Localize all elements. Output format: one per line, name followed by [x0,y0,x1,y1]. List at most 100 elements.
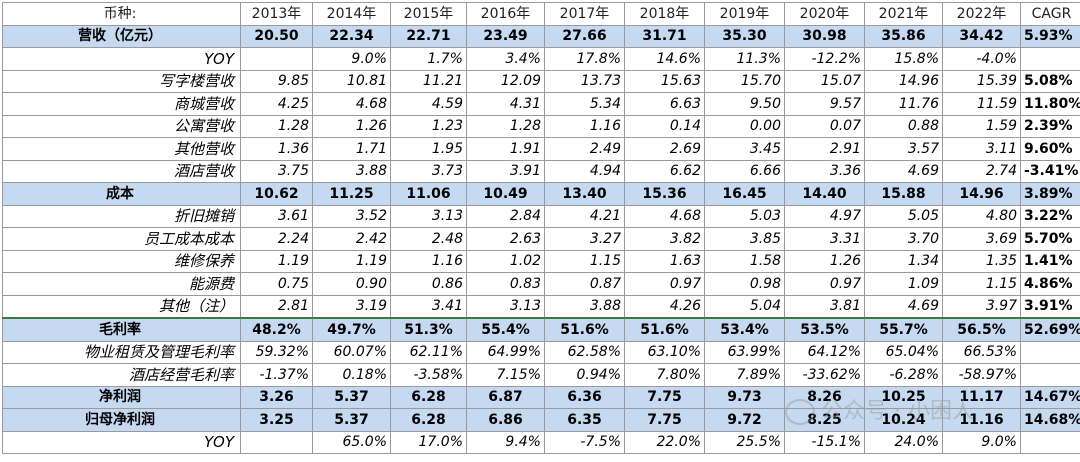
data-cell: 62.11% [390,340,467,364]
header-cell: 2015年 [390,2,467,26]
data-cell: 11.21 [390,69,467,93]
data-cell: 11.59 [942,92,1021,116]
data-cell: 4.68 [312,92,391,116]
row-label: 其他（注） [2,294,241,319]
data-cell: 64.12% [784,340,865,364]
data-cell: 11.16 [942,408,1021,432]
data-cell: 3.69 [942,227,1021,251]
data-cell: 14.40 [784,182,865,206]
data-cell: 31.71 [624,24,705,48]
cagr-cell: 2.39% [1020,114,1080,138]
table-row: 折旧摊销 3.61 3.52 3.13 2.84 4.21 4.68 5.03 4.97 5.05… [2,204,1080,228]
cagr-cell: -3.41% [1020,159,1080,183]
data-cell: 9.50 [704,92,785,116]
data-cell: 1.26 [312,114,391,138]
data-cell: 7.80% [624,363,705,387]
data-cell: 9.4% [466,430,545,454]
row-label: 商城营收 [2,92,241,116]
data-cell: 1.02 [466,249,545,273]
data-cell: 0.98 [704,272,785,296]
table-row: 写字楼营收 9.85 10.81 11.21 12.09 13.73 15.63 15.70 1… [2,69,1080,93]
data-cell: 17.8% [544,47,625,71]
data-cell: 6.66 [704,159,785,183]
data-cell: 1.16 [544,114,625,138]
data-cell: 1.09 [864,272,943,296]
data-cell: 4.31 [466,92,545,116]
data-cell: 3.88 [312,159,391,183]
data-cell: 4.97 [784,204,865,228]
table-row: 成本 10.62 11.25 11.06 10.49 13.40 15.36 16.45 14.… [2,182,1080,206]
data-cell: 14.6% [624,47,705,71]
data-cell: 6.28 [390,385,467,409]
data-cell: 65.0% [312,430,391,454]
cagr-cell: 11.80% [1020,92,1080,116]
data-cell: 66.53% [942,340,1021,364]
data-cell: 3.91 [466,159,545,183]
data-cell: 3.82 [624,227,705,251]
cagr-cell: 3.89% [1020,182,1080,206]
data-cell: 1.71 [312,137,391,161]
data-cell: 13.73 [544,69,625,93]
data-cell: 1.19 [240,249,313,273]
cagr-cell: 1.41% [1020,249,1080,273]
data-cell: 3.25 [240,408,313,432]
row-label: 毛利率 [2,317,241,342]
data-cell: 3.57 [864,137,943,161]
row-label: 维修保养 [2,249,241,273]
table-row: 公寓营收 1.28 1.26 1.23 1.28 1.16 0.14 0.00 0.07 0.88… [2,114,1080,138]
cagr-cell [1020,47,1080,71]
data-cell: 4.69 [864,294,943,319]
data-cell: 1.16 [390,249,467,273]
data-cell: 14.96 [864,69,943,93]
data-cell: 3.61 [240,204,313,228]
data-cell: 16.45 [704,182,785,206]
data-cell: 1.91 [466,137,545,161]
data-cell: 1.7% [390,47,467,71]
data-cell: 1.95 [390,137,467,161]
data-cell: 48.2% [240,317,313,342]
data-cell: 3.45 [704,137,785,161]
table-row: 净利润 3.26 5.37 6.28 6.87 6.36 7.75 9.73 8.26 10.25… [2,385,1080,409]
data-cell: 6.63 [624,92,705,116]
table-row: 营收（亿元） 20.50 22.34 22.71 23.49 27.66 31.71 35.3… [2,24,1080,48]
row-label: 其他营收 [2,137,241,161]
data-cell: 10.81 [312,69,391,93]
data-cell: 22.0% [624,430,705,454]
data-cell: 7.89% [704,363,785,387]
table-row: 物业租赁及管理毛利率 59.32% 60.07% 62.11% 64.99% 62.58%… [2,340,1080,364]
data-cell: 1.15 [544,249,625,273]
header-cell: 币种: [2,2,241,26]
data-cell: 1.34 [864,249,943,273]
data-cell: 2.81 [240,294,313,319]
data-cell: 6.62 [624,159,705,183]
cagr-cell: 52.69% [1020,317,1080,342]
data-cell: 3.52 [312,204,391,228]
cagr-cell: 3.91% [1020,294,1080,319]
data-cell: 11.3% [704,47,785,71]
row-label: 营收（亿元） [2,24,241,48]
data-cell: 0.00 [704,114,785,138]
data-cell: 7.15% [466,363,545,387]
data-cell: 1.19 [312,249,391,273]
data-cell: 59.32% [240,340,313,364]
data-cell: 1.59 [942,114,1021,138]
data-cell: 3.13 [466,294,545,319]
data-cell: 15.70 [704,69,785,93]
data-cell: 2.91 [784,137,865,161]
data-cell: 3.31 [784,227,865,251]
data-cell: 4.94 [544,159,625,183]
data-cell: 53.4% [704,317,785,342]
data-cell [240,47,313,71]
data-cell: 4.25 [240,92,313,116]
cagr-cell: 14.68% [1020,408,1080,432]
data-cell: 2.63 [466,227,545,251]
data-cell: 5.03 [704,204,785,228]
cagr-cell: 4.86% [1020,272,1080,296]
cagr-cell: 5.93% [1020,24,1080,48]
data-cell: 55.4% [466,317,545,342]
data-cell: 15.36 [624,182,705,206]
data-cell: 0.87 [544,272,625,296]
data-cell: 15.07 [784,69,865,93]
table-row: 维修保养 1.19 1.19 1.16 1.02 1.15 1.63 1.58 1.26 1.34… [2,249,1080,273]
data-cell: 11.06 [390,182,467,206]
